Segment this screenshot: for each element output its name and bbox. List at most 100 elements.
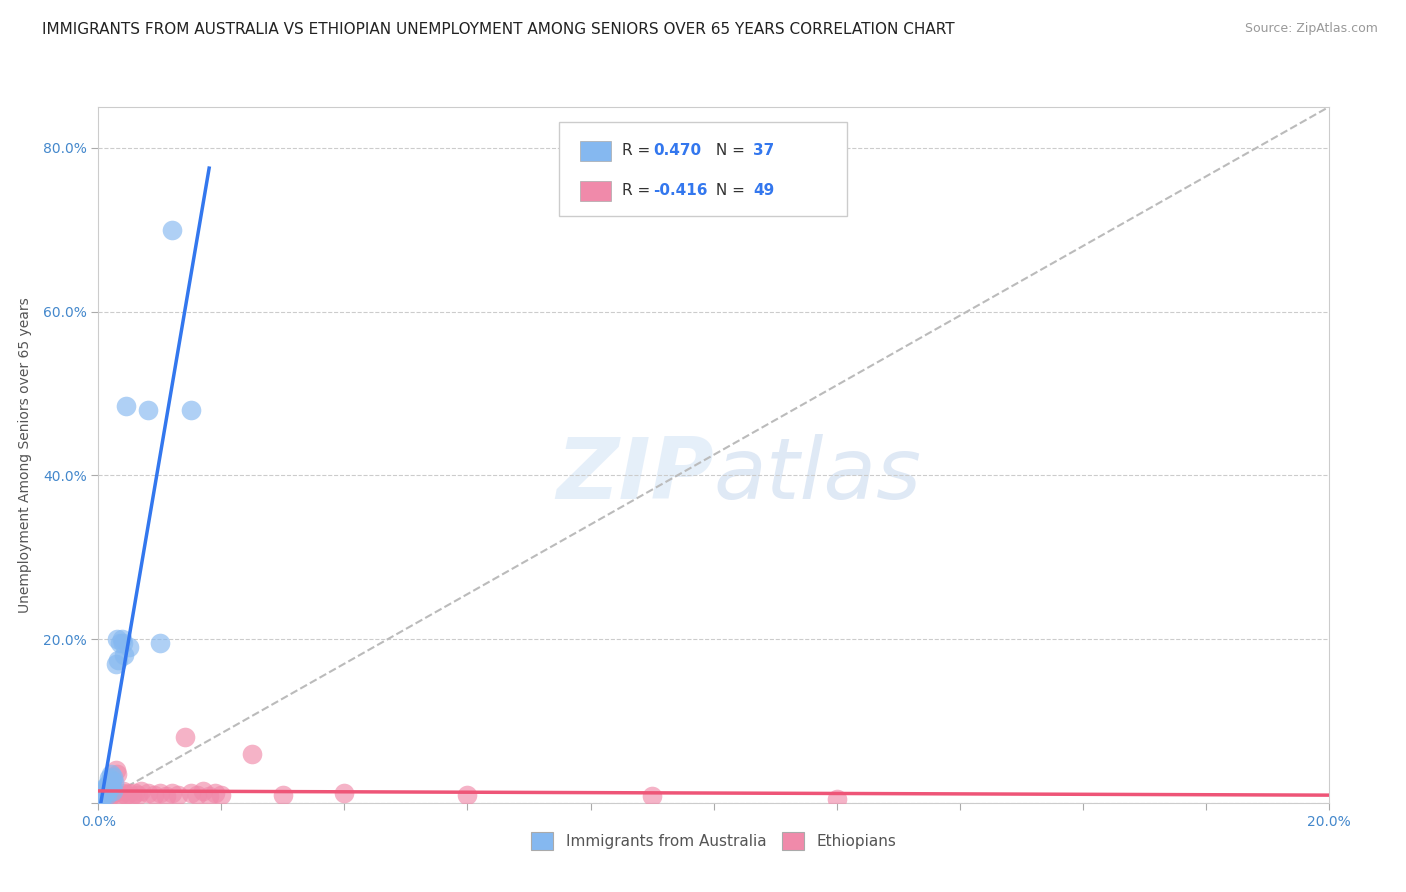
Point — [97, 775, 120, 789]
Point — [142, 788, 165, 802]
Point — [173, 731, 195, 745]
Point — [198, 789, 221, 804]
Point — [155, 789, 177, 804]
Point — [98, 786, 121, 800]
Point — [104, 763, 127, 777]
Point — [115, 399, 138, 413]
Point — [271, 788, 294, 802]
Legend: Immigrants from Australia, Ethiopians: Immigrants from Australia, Ethiopians — [523, 824, 904, 858]
Point — [103, 783, 125, 797]
Point — [136, 403, 159, 417]
Point — [149, 786, 172, 800]
Point — [101, 770, 124, 784]
Point — [127, 788, 149, 802]
Point — [100, 778, 122, 792]
Point — [211, 788, 233, 802]
Point — [89, 789, 111, 804]
Point — [103, 786, 125, 800]
Point — [93, 788, 115, 802]
Point — [118, 640, 141, 655]
Point — [121, 789, 143, 804]
Text: N =: N = — [711, 143, 749, 158]
Point — [93, 786, 115, 800]
Point — [101, 772, 124, 787]
Point — [94, 783, 117, 797]
Point — [107, 652, 129, 666]
Point — [90, 788, 112, 802]
Point — [90, 788, 112, 802]
Point — [96, 780, 118, 794]
Point — [104, 657, 127, 671]
Text: -0.416: -0.416 — [652, 183, 707, 198]
Point — [89, 791, 111, 805]
Point — [167, 788, 190, 802]
Point — [93, 789, 115, 804]
Point — [108, 636, 131, 650]
Point — [333, 786, 356, 800]
Point — [101, 783, 124, 797]
Point — [94, 788, 117, 802]
Point — [98, 771, 121, 785]
Point — [97, 782, 120, 797]
Point — [186, 788, 208, 802]
Point — [96, 788, 118, 802]
Point — [111, 786, 134, 800]
Point — [103, 775, 125, 789]
Text: ZIP: ZIP — [555, 434, 714, 517]
Text: Source: ZipAtlas.com: Source: ZipAtlas.com — [1244, 22, 1378, 36]
Point — [90, 790, 112, 805]
Point — [97, 783, 120, 797]
Point — [180, 403, 202, 417]
Point — [105, 767, 128, 781]
Point — [111, 632, 134, 646]
Point — [180, 786, 202, 800]
Point — [149, 636, 172, 650]
Point — [91, 789, 114, 804]
Point — [456, 788, 478, 802]
Point — [93, 783, 115, 797]
Y-axis label: Unemployment Among Seniors over 65 years: Unemployment Among Seniors over 65 years — [18, 297, 31, 613]
Point — [162, 786, 183, 800]
Point — [131, 783, 153, 797]
Text: 37: 37 — [754, 143, 775, 158]
Point — [94, 780, 117, 795]
Point — [108, 788, 131, 802]
Point — [162, 223, 183, 237]
Point — [100, 788, 122, 802]
Point — [100, 767, 122, 781]
Point — [98, 780, 121, 795]
Text: IMMIGRANTS FROM AUSTRALIA VS ETHIOPIAN UNEMPLOYMENT AMONG SENIORS OVER 65 YEARS : IMMIGRANTS FROM AUSTRALIA VS ETHIOPIAN U… — [42, 22, 955, 37]
Point — [825, 791, 848, 805]
Text: 49: 49 — [754, 183, 775, 198]
Text: R =: R = — [621, 183, 655, 198]
Point — [191, 783, 214, 797]
Point — [96, 786, 118, 800]
Point — [115, 788, 138, 802]
Text: R =: R = — [621, 143, 655, 158]
Point — [91, 789, 114, 804]
Text: atlas: atlas — [714, 434, 921, 517]
Point — [112, 783, 135, 797]
Point — [112, 648, 135, 663]
Point — [94, 783, 117, 797]
Point — [136, 786, 159, 800]
Point — [91, 786, 114, 800]
Point — [91, 786, 114, 800]
Point — [89, 791, 111, 805]
Point — [112, 636, 135, 650]
Point — [97, 778, 120, 792]
Point — [105, 632, 128, 646]
Text: 0.470: 0.470 — [652, 143, 702, 158]
Point — [641, 789, 664, 804]
Point — [96, 789, 118, 804]
Point — [89, 789, 111, 804]
Point — [93, 786, 115, 800]
Text: N =: N = — [711, 183, 749, 198]
Point — [97, 788, 120, 802]
Point — [90, 790, 112, 805]
Point — [118, 786, 141, 800]
Point — [93, 788, 115, 802]
Point — [204, 786, 226, 800]
Point — [240, 747, 263, 761]
Point — [124, 786, 146, 800]
